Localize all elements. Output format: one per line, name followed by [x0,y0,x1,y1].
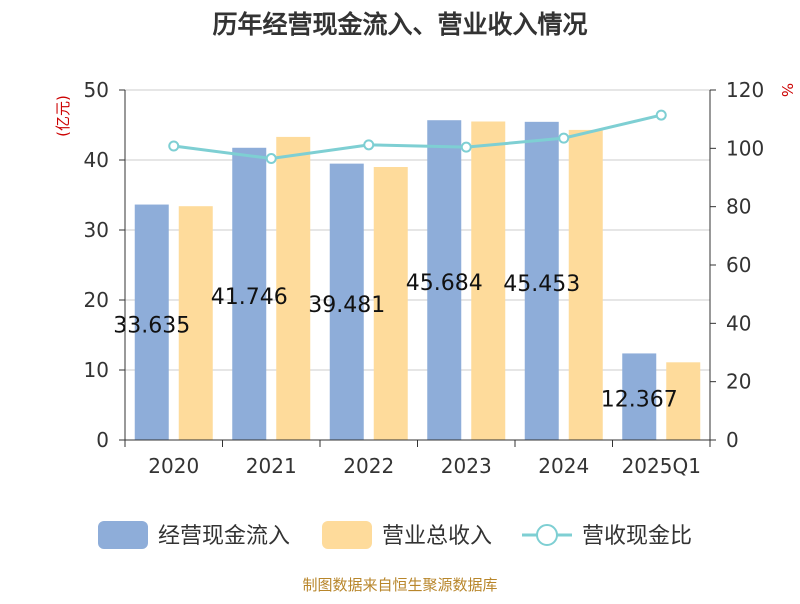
revenue-bar [373,167,408,440]
revenue-bar [666,362,701,440]
x-axis-tick-label: 2025Q1 [622,454,701,478]
cash-inflow-bar [232,147,267,440]
right-axis-tick-label: 40 [726,311,751,335]
grid-lines [125,89,710,371]
cash-inflow-bar [329,163,364,440]
legend-swatch-ratio-marker [536,524,558,546]
left-axis-tick-label: 50 [84,78,109,102]
legend-label: 经营现金流入 [158,524,290,549]
revenue-bar [276,136,311,440]
right-axis-tick-label: 20 [726,370,751,394]
right-axis-tick-label: 0 [726,428,739,452]
ratio-line [168,109,667,165]
axes: 0 10 20 30 40 50 0 20 40 60 80 100 120 2020 2021 2022 20… [84,78,765,478]
revenue-bar [471,121,506,440]
left-axis-tick-label: 0 [96,428,109,452]
x-axis-tick-label: 2022 [343,454,394,478]
right-axis-tick-label: 120 [726,78,764,102]
right-axis-tick-label: 100 [726,136,764,160]
bars [134,120,701,440]
ratio-line-point [558,132,570,144]
cash-inflow-bar [524,121,559,440]
revenue-bar [568,129,603,440]
left-axis-tick-label: 20 [84,288,109,312]
legend-label: 营收现金比 [582,524,692,549]
cash-inflow-data-label: 39.481 [308,293,385,318]
x-axis-tick-label: 2020 [148,454,199,478]
cash-inflow-bar [622,353,657,440]
left-axis-tick-label: 40 [84,148,109,172]
cash-inflow-bar [427,120,462,440]
revenue-bar [178,206,213,440]
source-footnote: 制图数据来自恒生聚源数据库 [302,576,497,594]
ratio-line-point [460,141,472,153]
cash-inflow-data-label: 45.453 [503,272,580,297]
x-axis-tick-label: 2024 [538,454,589,478]
ratio-line-point [168,140,180,152]
legend: 经营现金流入 营业总收入 营收现金比 [98,521,692,549]
ratio-line-point [363,139,375,151]
left-axis-unit-label: (亿元) [54,95,72,137]
legend-swatch-revenue [322,521,372,549]
cash-inflow-data-label: 41.746 [211,285,288,310]
legend-label: 营业总收入 [382,524,492,549]
x-axis-tick-label: 2021 [246,454,297,478]
cash-inflow-bar [134,204,169,440]
x-axis-tick-label: 2023 [441,454,492,478]
cash-inflow-data-label: 12.367 [601,388,678,413]
legend-swatch-cash-inflow [98,521,148,549]
cash-inflow-data-label: 33.635 [113,313,190,338]
chart-title: 历年经营现金流入、营业收入情况 [212,10,587,39]
ratio-line-path [173,113,662,161]
right-axis-unit-label: % [778,83,796,97]
ratio-line-point [655,109,667,121]
left-axis-tick-label: 30 [84,218,109,242]
left-axis-tick-label: 10 [84,358,109,382]
right-axis-tick-label: 60 [726,253,751,277]
cash-inflow-data-label: 45.684 [406,271,483,296]
right-axis-tick-label: 80 [726,195,751,219]
data-labels: 33.635 41.746 39.481 45.684 45.453 12.367 [113,271,677,413]
ratio-line-point [265,153,277,165]
